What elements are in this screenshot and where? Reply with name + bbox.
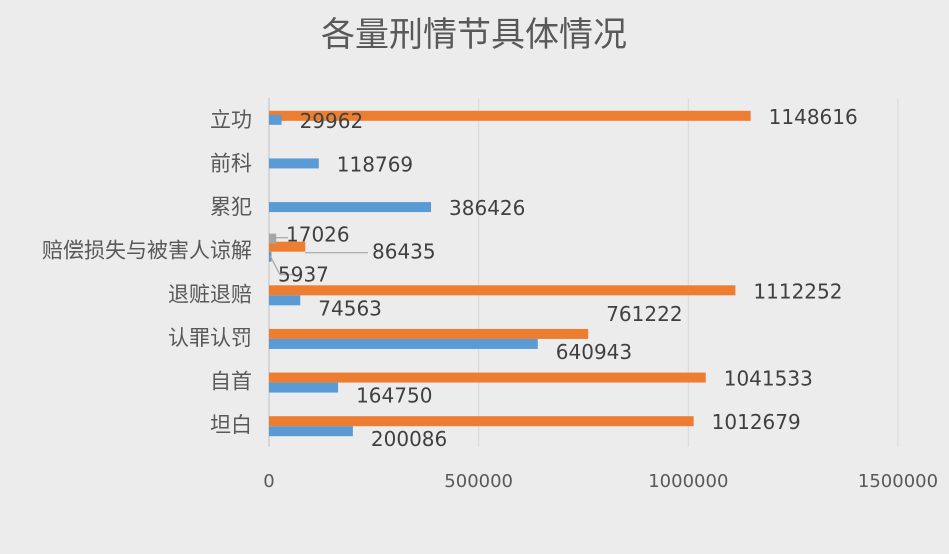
category-label: 坦白 [210, 413, 252, 437]
bar [269, 241, 306, 252]
bar [269, 338, 538, 349]
bar [269, 202, 432, 213]
data-label: 86435 [372, 240, 436, 264]
category-label: 立功 [210, 108, 252, 132]
data-label: 164750 [356, 384, 432, 408]
bar [269, 416, 694, 427]
category-label: 前科 [210, 151, 252, 175]
x-tick-label: 1000000 [648, 471, 728, 492]
category-label: 赔偿损失与被害人谅解 [42, 239, 252, 263]
leader-line [269, 255, 296, 276]
data-label: 386426 [449, 196, 525, 220]
bar [269, 285, 736, 296]
data-label: 1148616 [769, 105, 858, 129]
bar [269, 158, 319, 169]
data-label: 29962 [300, 109, 364, 133]
x-tick-label: 500000 [444, 471, 513, 492]
data-label: 74563 [318, 296, 382, 320]
data-labels: 200086 1012679 164750 1041533 640943 761222 74… [278, 105, 858, 451]
x-tick-label: 0 [263, 471, 274, 492]
data-label: 17026 [286, 223, 350, 247]
bar [269, 110, 751, 121]
bar [269, 233, 277, 244]
category-label: 自首 [210, 370, 252, 394]
category-axis-labels: 坦白 自首 认罪认罚 退赃退赔 赔偿损失与被害人谅解 累犯 前科 立功 [42, 108, 252, 437]
leader-lines [269, 237, 368, 276]
value-axis-tick-labels: 0 500000 1000000 1500000 [263, 471, 938, 492]
data-label: 640943 [556, 340, 632, 364]
data-label: 1012679 [712, 410, 801, 434]
bar [269, 328, 589, 339]
data-label: 5937 [278, 263, 329, 287]
bar [269, 382, 339, 393]
chart-title: 各量刑情节具体情况 [321, 15, 627, 55]
category-label: 累犯 [210, 195, 252, 219]
bar [269, 295, 301, 306]
bar [269, 426, 353, 437]
bar [269, 372, 706, 383]
data-label: 1112252 [753, 279, 842, 303]
category-label: 退赃退赔 [168, 282, 252, 306]
data-label: 200086 [371, 427, 447, 451]
x-tick-label: 1500000 [858, 471, 938, 492]
bar [269, 114, 282, 125]
category-label: 认罪认罚 [168, 326, 252, 350]
data-label: 761222 [606, 302, 682, 326]
bars [269, 110, 751, 437]
data-label: 1041533 [724, 367, 813, 391]
data-label: 118769 [337, 152, 413, 176]
